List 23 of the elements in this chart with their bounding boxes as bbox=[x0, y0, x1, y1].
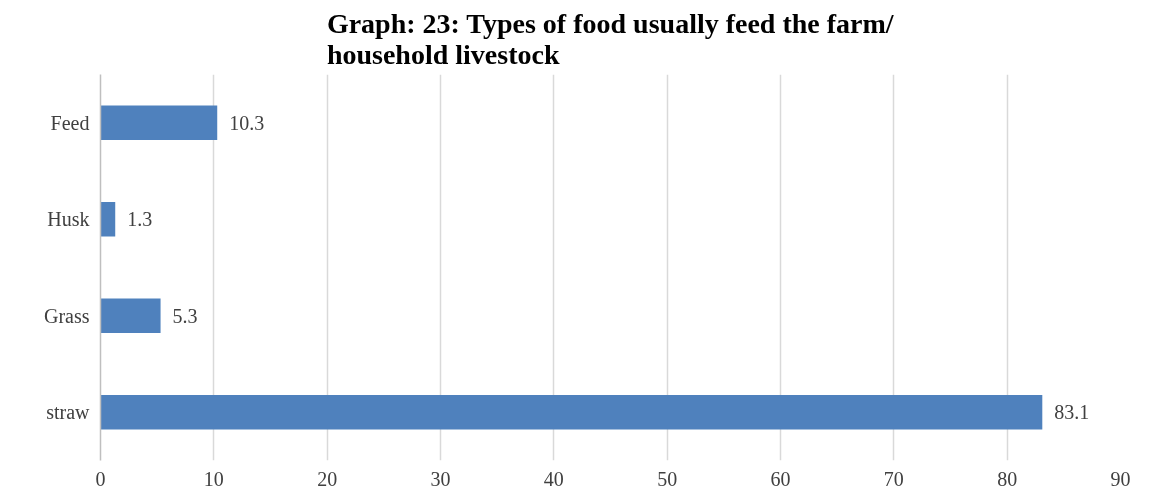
y-tick-label: straw bbox=[46, 401, 91, 424]
data-label: 5.3 bbox=[172, 304, 198, 327]
x-tick-label: 80 bbox=[997, 467, 1018, 490]
y-tick-label: Grass bbox=[43, 304, 90, 327]
x-tick-label: 40 bbox=[543, 467, 564, 490]
x-tick-label: 10 bbox=[203, 467, 224, 490]
bar bbox=[100, 201, 116, 237]
x-tick-label: 90 bbox=[1110, 467, 1131, 490]
x-tick-label: 60 bbox=[770, 467, 791, 490]
x-tick-label: 50 bbox=[657, 467, 678, 490]
y-tick-label: Feed bbox=[50, 111, 90, 134]
x-tick-label: 70 bbox=[883, 467, 904, 490]
data-label: 83.1 bbox=[1054, 401, 1090, 424]
x-tick-label: 0 bbox=[95, 467, 106, 490]
bar bbox=[100, 394, 1043, 430]
x-tick-label: 20 bbox=[317, 467, 338, 490]
chart-title: Graph: 23: Types of food usually feed the farm/ household livestock bbox=[326, 7, 895, 70]
y-tick-label: Husk bbox=[47, 208, 90, 231]
x-tick-label: 30 bbox=[430, 467, 451, 490]
data-label: 1.3 bbox=[127, 208, 153, 231]
bar bbox=[100, 105, 218, 141]
bar bbox=[100, 298, 161, 334]
data-label: 10.3 bbox=[229, 111, 265, 134]
